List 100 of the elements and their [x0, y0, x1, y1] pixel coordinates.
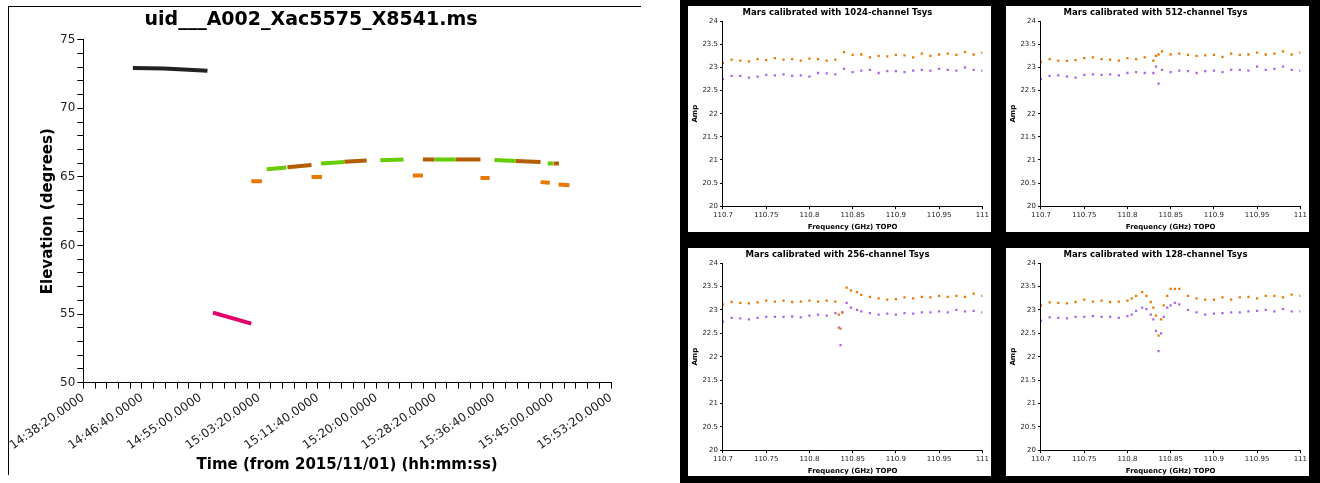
- point: [955, 294, 958, 298]
- point: [877, 71, 880, 75]
- point: [849, 306, 853, 309]
- chart-title: Mars calibrated with 1024-channel Tsys: [742, 7, 933, 18]
- point: [839, 343, 842, 347]
- y-tick-label: 75: [60, 31, 76, 46]
- point: [825, 72, 828, 75]
- chart-title: uid___A002_Xac5575_X8541.ms: [144, 7, 478, 31]
- point: [1195, 71, 1198, 75]
- point: [1221, 70, 1224, 74]
- y-tick-label: 60: [60, 237, 76, 252]
- point: [903, 54, 906, 57]
- point: [1109, 58, 1112, 61]
- point: [799, 316, 802, 319]
- point: [1178, 52, 1181, 55]
- point: [1152, 306, 1155, 309]
- point: [739, 59, 742, 62]
- point: [1126, 314, 1129, 318]
- point: [782, 58, 785, 61]
- point: [1048, 301, 1051, 304]
- point: [1117, 59, 1120, 62]
- point: [1091, 73, 1094, 76]
- chart-title: Mars calibrated with 512-channel Tsys: [1063, 7, 1248, 18]
- point: [955, 308, 958, 312]
- point: [756, 301, 759, 304]
- y-axis-title: Elevation (degrees): [37, 128, 56, 295]
- point: [937, 53, 941, 56]
- point: [946, 52, 949, 55]
- point: [1221, 312, 1224, 315]
- y-tick-label: 65: [60, 169, 76, 184]
- point: [963, 66, 967, 69]
- point: [1117, 300, 1120, 303]
- point: [1157, 82, 1160, 85]
- point: [1273, 310, 1276, 313]
- point: [1264, 53, 1267, 56]
- point: [1100, 57, 1103, 61]
- point: [1204, 54, 1207, 57]
- point: [1154, 65, 1158, 68]
- point: [972, 53, 975, 56]
- point: [1195, 311, 1198, 314]
- point: [730, 300, 733, 304]
- point: [894, 313, 898, 316]
- point: [756, 316, 759, 320]
- point: [1247, 69, 1250, 72]
- point: [929, 296, 932, 299]
- point: [1048, 316, 1051, 319]
- point: [1145, 307, 1148, 311]
- point: [860, 53, 863, 56]
- point: [1091, 300, 1094, 303]
- point: [799, 59, 802, 62]
- point: [765, 299, 768, 302]
- point: [1074, 300, 1077, 304]
- x-axis-title: Time (from 2015/11/01) (hh:mm:ss): [196, 454, 498, 473]
- point: [808, 75, 811, 78]
- y-tick-label: 55: [60, 306, 76, 321]
- y-tick-label: 50: [60, 374, 76, 389]
- point: [1247, 310, 1250, 313]
- point: [1048, 57, 1051, 61]
- point: [1273, 67, 1276, 70]
- point: [825, 299, 828, 302]
- point: [1281, 65, 1285, 68]
- point: [730, 316, 733, 320]
- point: [1057, 59, 1060, 62]
- point: [929, 69, 932, 72]
- point: [1247, 53, 1250, 56]
- point: [1100, 73, 1103, 76]
- point: [791, 315, 794, 318]
- point: [825, 314, 828, 317]
- point: [877, 313, 880, 316]
- point: [1290, 293, 1293, 296]
- point: [808, 57, 811, 60]
- point: [1255, 65, 1259, 68]
- point: [972, 292, 975, 295]
- point: [1290, 53, 1293, 56]
- point: [929, 311, 932, 314]
- point: [1195, 54, 1198, 58]
- point: [1126, 57, 1129, 60]
- point: [1157, 349, 1160, 353]
- point: [1109, 73, 1112, 76]
- point: [955, 53, 958, 57]
- point: [1130, 313, 1133, 316]
- chart-title: Mars calibrated with 128-channel Tsys: [1063, 249, 1248, 260]
- point: [1100, 299, 1103, 302]
- point: [1221, 296, 1224, 299]
- point: [1247, 295, 1250, 298]
- point: [816, 300, 820, 303]
- point: [808, 314, 811, 317]
- point: [816, 313, 820, 316]
- point: [903, 296, 906, 299]
- point: [1273, 52, 1276, 55]
- point: [834, 73, 837, 76]
- point: [1149, 313, 1152, 316]
- point: [1140, 306, 1144, 309]
- point: [1169, 53, 1172, 56]
- point: [747, 302, 751, 305]
- point: [756, 57, 759, 61]
- point: [834, 300, 837, 303]
- point: [747, 76, 751, 79]
- point: [1204, 313, 1207, 316]
- point: [825, 59, 828, 62]
